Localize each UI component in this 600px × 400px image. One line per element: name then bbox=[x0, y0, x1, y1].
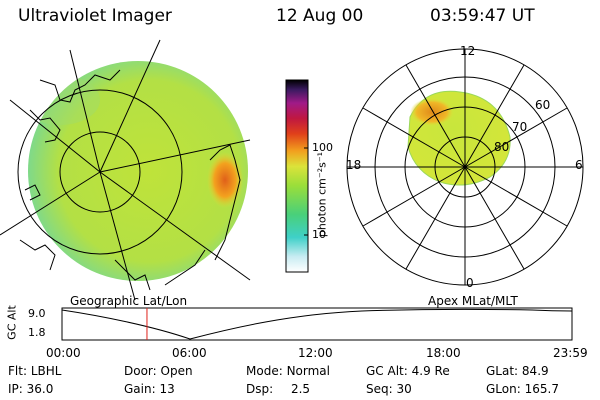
timeline-ytick-top: 9.0 bbox=[28, 307, 46, 320]
mlt-label-0: 0 bbox=[466, 276, 474, 290]
mlt-label-12: 12 bbox=[460, 44, 476, 58]
status-glon: GLon: 165.7 bbox=[486, 382, 559, 396]
timeline-plot bbox=[61, 307, 573, 341]
mlat-label-80: 80 bbox=[494, 140, 510, 154]
status-flt: Flt: LBHL bbox=[8, 364, 62, 378]
timeline-xtick-2: 12:00 bbox=[298, 346, 333, 360]
geo-caption: Geographic Lat/Lon bbox=[70, 294, 188, 308]
timeline-xtick-4: 23:59 bbox=[553, 346, 588, 360]
status-ip: IP: 36.0 bbox=[8, 382, 54, 396]
timeline-ytick-bottom: 1.8 bbox=[28, 326, 46, 339]
timeline-xtick-1: 06:00 bbox=[172, 346, 207, 360]
status-mode: Mode: Normal bbox=[246, 364, 330, 378]
colorbar bbox=[285, 79, 309, 273]
mlt-label-6: 6 bbox=[575, 158, 583, 172]
mlat-label-60: 60 bbox=[535, 98, 551, 112]
date-label: 12 Aug 00 bbox=[276, 6, 364, 26]
status-seq: Seq: 30 bbox=[366, 382, 412, 396]
timeline-ylabel: GC Alt bbox=[5, 305, 19, 340]
timeline-xtick-3: 18:00 bbox=[426, 346, 461, 360]
status-glat: GLat: 84.9 bbox=[486, 364, 549, 378]
status-gain: Gain: 13 bbox=[124, 382, 175, 396]
status-door: Door: Open bbox=[124, 364, 193, 378]
time-label: 03:59:47 UT bbox=[430, 6, 535, 26]
status-dsp: Dsp: 2.5 bbox=[246, 382, 311, 396]
instrument-title: Ultraviolet Imager bbox=[18, 6, 172, 26]
colorbar-tick-100: 100 bbox=[312, 141, 333, 154]
polar-caption: Apex MLat/MLT bbox=[428, 294, 518, 308]
status-gc-alt: GC Alt: 4.9 Re bbox=[366, 364, 450, 378]
mlt-label-18: 18 bbox=[346, 158, 362, 172]
timeline-xtick-0: 00:00 bbox=[46, 346, 81, 360]
altitude-curve bbox=[61, 308, 573, 340]
colorbar-tick-10: 10 bbox=[312, 228, 326, 241]
polar-plot bbox=[346, 48, 584, 286]
colorbar-unit-label: photon cm⁻²s⁻¹ bbox=[315, 151, 329, 238]
mlat-label-70: 70 bbox=[512, 120, 528, 134]
geographic-image bbox=[0, 39, 251, 301]
